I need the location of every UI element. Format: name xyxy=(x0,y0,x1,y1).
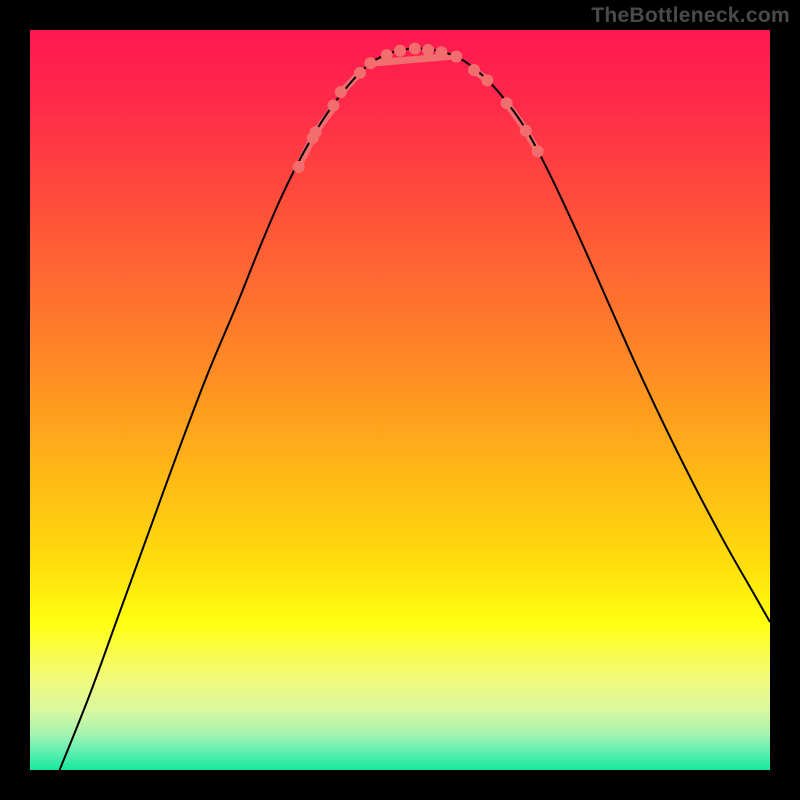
marker-point xyxy=(293,161,304,172)
marker-point xyxy=(365,58,376,69)
marker-connector xyxy=(300,141,311,163)
marker-point xyxy=(395,45,406,56)
marker-point xyxy=(355,67,366,78)
marker-point xyxy=(451,51,462,62)
marker-point xyxy=(381,50,392,61)
marker-point xyxy=(423,44,434,55)
marker-point xyxy=(310,127,321,138)
marker-point xyxy=(501,98,512,109)
curve-right-branch xyxy=(415,48,770,622)
marker-point xyxy=(328,100,339,111)
marker-point xyxy=(409,43,420,54)
marker-point xyxy=(335,87,346,98)
marker-point xyxy=(532,146,543,157)
plot-area xyxy=(30,30,770,770)
curve-left-branch xyxy=(60,48,415,770)
marker-point xyxy=(469,64,480,75)
marker-point xyxy=(520,125,531,136)
marker-point xyxy=(436,47,447,58)
watermark-text: TheBottleneck.com xyxy=(591,4,790,28)
chart-overlay xyxy=(30,30,770,770)
marker-point xyxy=(482,75,493,86)
